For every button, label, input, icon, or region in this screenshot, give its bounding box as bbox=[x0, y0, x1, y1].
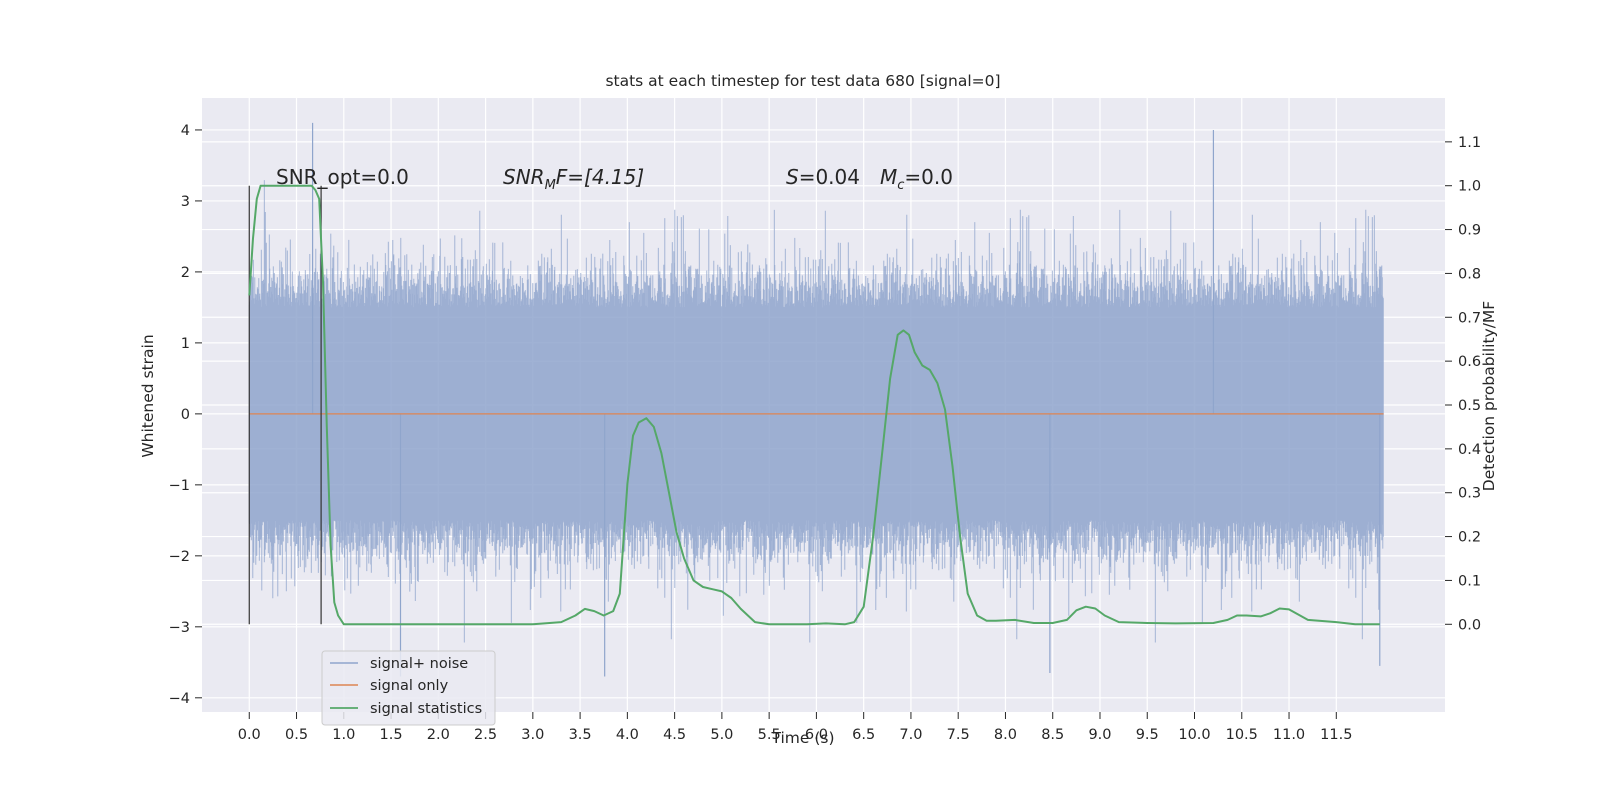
x-tick-label: 2.0 bbox=[427, 727, 450, 743]
legend-label-signal-only: signal only bbox=[370, 678, 449, 694]
signal-statistics-series bbox=[248, 184, 1380, 626]
x-tick-label: 4.5 bbox=[663, 727, 686, 743]
y-tick-label: 1 bbox=[181, 336, 190, 352]
x-tick-label: 8.0 bbox=[994, 727, 1017, 743]
x-tick-label: 1.0 bbox=[332, 727, 355, 743]
y-tick-label: 0.4 bbox=[1458, 442, 1481, 458]
x-tick-label: 10.0 bbox=[1178, 727, 1210, 743]
x-tick-label: 8.5 bbox=[1041, 727, 1064, 743]
y-tick-label: 0.7 bbox=[1458, 310, 1481, 326]
y-tick-label: −3 bbox=[169, 620, 190, 636]
x-tick-label: 11.5 bbox=[1320, 727, 1352, 743]
y-tick-label: 3 bbox=[181, 194, 190, 210]
x-tick-label: 4.0 bbox=[616, 727, 639, 743]
right-y-axis-ticks: 1.1 1.0 0.9 0.8 0.7 0.6 0.5 0.4 0.3 0.2 0.1 0.0 bbox=[1445, 135, 1481, 633]
mc-annotation: Mc=0.0 bbox=[880, 165, 953, 193]
x-tick-label: 10.5 bbox=[1226, 727, 1258, 743]
x-axis-label: Time (s) bbox=[770, 729, 834, 747]
x-tick-label: 2.5 bbox=[474, 727, 497, 743]
y-tick-label: 0.5 bbox=[1458, 398, 1481, 414]
snr-mf-prefix: SNR bbox=[503, 165, 545, 189]
y-tick-label: 0.1 bbox=[1458, 573, 1481, 589]
y-tick-label: −2 bbox=[169, 549, 190, 565]
right-y-axis-label: Detection probability/MF bbox=[1480, 301, 1498, 492]
chart-title: stats at each timestep for test data 680… bbox=[605, 72, 1000, 90]
left-y-axis-label: Whitened strain bbox=[139, 334, 157, 457]
y-tick-label: 1.1 bbox=[1458, 135, 1481, 151]
y-tick-label: 0.6 bbox=[1458, 354, 1481, 370]
x-tick-label: 0.0 bbox=[238, 727, 261, 743]
y-tick-label: 0.9 bbox=[1458, 223, 1481, 239]
y-tick-label: 1.0 bbox=[1458, 179, 1481, 195]
x-axis-ticks: 0.0 0.5 1.0 1.5 2.0 2.5 3.0 3.5 4.0 4.5 5.0 5.5 6.0 6… bbox=[238, 712, 1352, 743]
signal-noise-series bbox=[248, 122, 1384, 677]
x-tick-label: 0.5 bbox=[285, 727, 308, 743]
x-tick-label: 9.5 bbox=[1136, 727, 1159, 743]
snr-mf-annotation: SNRMF=[4.15] bbox=[503, 165, 644, 193]
mc-subscript: c bbox=[897, 178, 904, 193]
y-tick-label: 4 bbox=[181, 123, 190, 139]
y-tick-label: 0.0 bbox=[1458, 617, 1481, 633]
legend: signal+ noise signal only signal statist… bbox=[321, 650, 496, 726]
x-tick-label: 6.0 bbox=[805, 727, 828, 743]
y-tick-label: 0 bbox=[181, 407, 190, 423]
y-tick-label: −4 bbox=[169, 691, 190, 707]
mc-symbol: M bbox=[880, 165, 897, 189]
snr-mf-suffix: F=[4.15] bbox=[556, 165, 644, 189]
left-y-axis-ticks: 4 3 2 1 0 −1 −2 −3 −4 bbox=[169, 123, 202, 707]
legend-box bbox=[321, 650, 496, 726]
x-tick-label: 11.0 bbox=[1273, 727, 1305, 743]
s-symbol: S bbox=[786, 165, 799, 189]
x-tick-label: 6.5 bbox=[852, 727, 875, 743]
x-tick-label: 5.0 bbox=[710, 727, 733, 743]
y-tick-label: 0.3 bbox=[1458, 486, 1481, 502]
x-tick-label: 7.5 bbox=[947, 727, 970, 743]
legend-label-signal-noise: signal+ noise bbox=[370, 656, 468, 672]
mc-value: =0.0 bbox=[904, 165, 953, 189]
x-tick-label: 3.0 bbox=[521, 727, 544, 743]
y-tick-label: 0.8 bbox=[1458, 266, 1481, 282]
x-tick-label: 3.5 bbox=[569, 727, 592, 743]
snr-opt-annotation: SNR_opt=0.0 bbox=[276, 165, 409, 189]
legend-label-signal-statistics: signal statistics bbox=[370, 701, 482, 717]
s-annotation: S=0.04 bbox=[786, 165, 860, 189]
y-tick-label: −1 bbox=[169, 478, 190, 494]
x-tick-label: 1.5 bbox=[380, 727, 403, 743]
x-tick-label: 5.5 bbox=[758, 727, 781, 743]
x-tick-label: 7.0 bbox=[899, 727, 922, 743]
y-tick-label: 2 bbox=[181, 265, 190, 281]
snr-mf-subscript: M bbox=[545, 178, 556, 193]
s-value: =0.04 bbox=[799, 165, 860, 189]
x-tick-label: 9.0 bbox=[1088, 727, 1111, 743]
y-tick-label: 0.2 bbox=[1458, 530, 1481, 546]
